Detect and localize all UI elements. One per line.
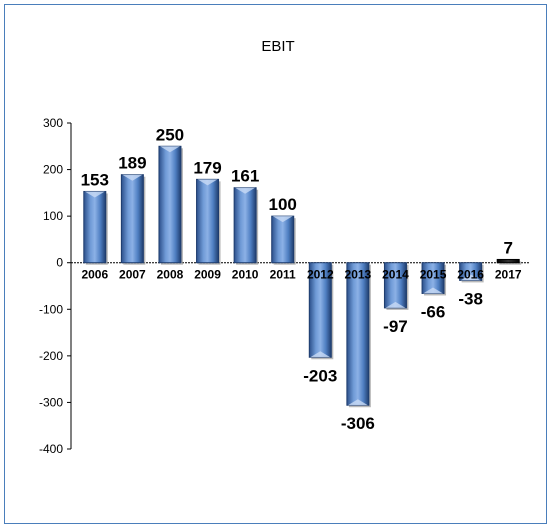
data-label: -38 <box>458 289 483 308</box>
bar-2009 <box>196 178 221 265</box>
x-tick-label: 2015 <box>420 268 447 282</box>
bar-bevel <box>423 287 444 294</box>
chart-frame: EBIT 300 200 100 0 -100 -200 -300 -400 2006 153 2… <box>4 4 547 524</box>
data-label: -203 <box>303 366 337 385</box>
data-label: -97 <box>383 317 408 336</box>
bar <box>83 190 107 264</box>
y-tick-label: 0 <box>56 256 63 270</box>
bar <box>271 215 295 264</box>
bar <box>496 258 520 264</box>
bar-bevel <box>272 216 293 223</box>
bar-2016 <box>459 262 484 283</box>
y-tick-label: 300 <box>43 116 63 130</box>
x-tick-label: 2011 <box>270 268 296 282</box>
bar <box>421 262 445 294</box>
data-label: 100 <box>269 195 297 214</box>
data-label: 153 <box>81 170 109 189</box>
x-tick-label: 2013 <box>345 268 372 282</box>
bar-2008 <box>158 145 183 265</box>
bar-bevel <box>84 191 105 198</box>
data-label: -66 <box>421 302 446 321</box>
axes: 300 200 100 0 -100 -200 -300 -400 <box>39 116 530 456</box>
bar-bevel <box>159 146 180 153</box>
data-label: 7 <box>503 238 512 257</box>
chart-title: EBIT <box>261 38 294 55</box>
y-tick-label: -400 <box>39 442 63 456</box>
x-tick-label: 2012 <box>307 268 334 282</box>
y-tick-label: -100 <box>39 302 63 316</box>
x-tick-label: 2006 <box>81 268 108 282</box>
bar <box>120 174 144 264</box>
x-tick-label: 2008 <box>157 268 184 282</box>
x-tick-label: 2010 <box>232 268 259 282</box>
data-label: 161 <box>231 167 259 186</box>
y-tick-label: -300 <box>39 395 63 409</box>
bars <box>83 145 522 408</box>
bar-2015 <box>421 262 447 296</box>
bar-2006 <box>83 190 108 265</box>
bar-bevel <box>385 301 406 308</box>
data-labels: 2006 153 2007 189 2008 250 2009 179 2010 161 2011 1… <box>81 125 522 433</box>
x-tick-label: 2009 <box>194 268 221 282</box>
x-tick-label: 2014 <box>382 268 409 282</box>
y-tick-label: 100 <box>43 209 63 223</box>
data-label: 179 <box>193 158 221 177</box>
y-tick-label: -200 <box>39 349 63 363</box>
bar-bevel <box>347 399 368 406</box>
bar <box>233 187 257 264</box>
x-tick-label: 2007 <box>119 268 146 282</box>
data-label: -306 <box>341 414 375 433</box>
bar <box>346 262 370 406</box>
x-tick-label: 2017 <box>495 268 522 282</box>
bar-2011 <box>271 215 296 265</box>
bar <box>158 145 182 264</box>
x-tick-label: 2016 <box>457 268 484 282</box>
bar-2010 <box>233 187 259 265</box>
bar-bevel <box>197 179 218 186</box>
bar-2013 <box>346 262 371 408</box>
y-tick-label: 200 <box>43 163 63 177</box>
bar-bevel <box>460 274 481 281</box>
bar-bevel <box>122 174 143 181</box>
bar-bevel <box>310 351 331 358</box>
data-label: 189 <box>118 154 146 173</box>
bar-bevel <box>235 187 256 194</box>
bar-2017 <box>496 258 522 265</box>
bar-2012 <box>308 262 334 360</box>
bar-2007 <box>120 174 146 265</box>
bar <box>308 262 332 358</box>
bar <box>196 178 220 264</box>
data-label: 250 <box>156 125 184 144</box>
bar-2014 <box>383 262 409 310</box>
